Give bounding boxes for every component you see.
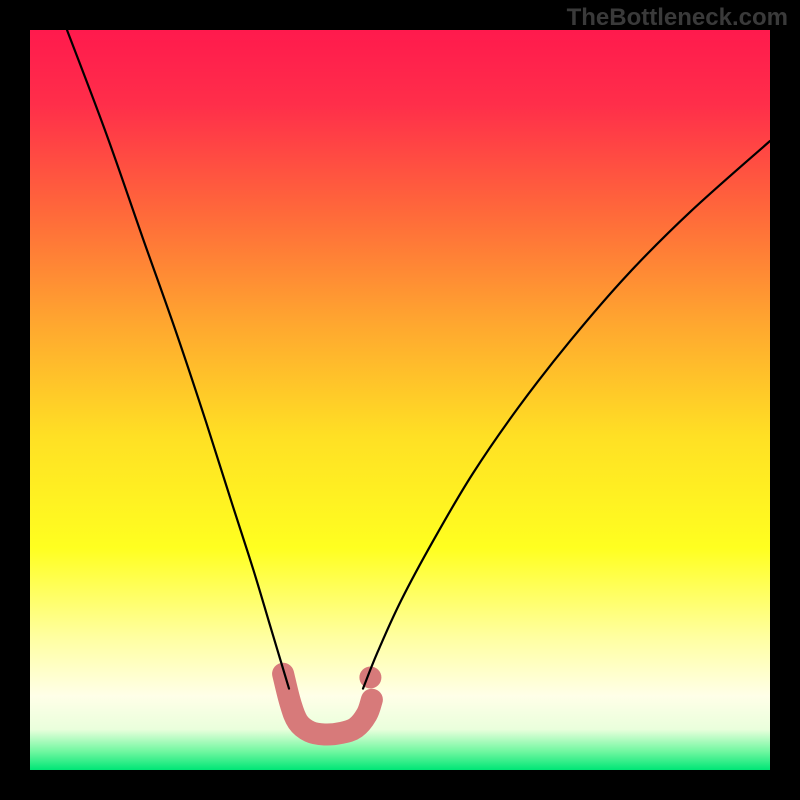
border-left	[0, 0, 30, 800]
chart-background	[30, 30, 770, 770]
border-top	[0, 0, 800, 30]
border-bottom	[0, 770, 800, 800]
chart-canvas: TheBottleneck.com	[0, 0, 800, 800]
chart-plot	[30, 30, 770, 770]
border-right	[770, 0, 800, 800]
